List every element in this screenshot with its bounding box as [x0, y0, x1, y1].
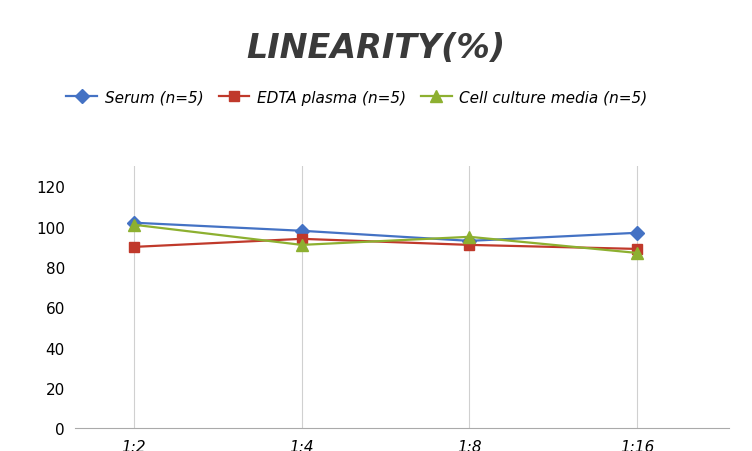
- Legend: Serum (n=5), EDTA plasma (n=5), Cell culture media (n=5): Serum (n=5), EDTA plasma (n=5), Cell cul…: [60, 84, 653, 111]
- EDTA plasma (n=5): [297, 237, 306, 242]
- Serum (n=5): [297, 229, 306, 234]
- Cell culture media (n=5): [632, 251, 641, 256]
- Cell culture media (n=5): [465, 235, 474, 240]
- Serum (n=5): [465, 239, 474, 244]
- Line: EDTA plasma (n=5): EDTA plasma (n=5): [129, 235, 642, 254]
- Serum (n=5): [129, 221, 138, 226]
- Line: Cell culture media (n=5): Cell culture media (n=5): [129, 220, 643, 259]
- EDTA plasma (n=5): [129, 244, 138, 250]
- EDTA plasma (n=5): [632, 247, 641, 252]
- EDTA plasma (n=5): [465, 243, 474, 248]
- Line: Serum (n=5): Serum (n=5): [129, 218, 642, 246]
- Cell culture media (n=5): [129, 222, 138, 228]
- Text: LINEARITY(%): LINEARITY(%): [247, 32, 505, 64]
- Cell culture media (n=5): [297, 243, 306, 248]
- Serum (n=5): [632, 230, 641, 236]
